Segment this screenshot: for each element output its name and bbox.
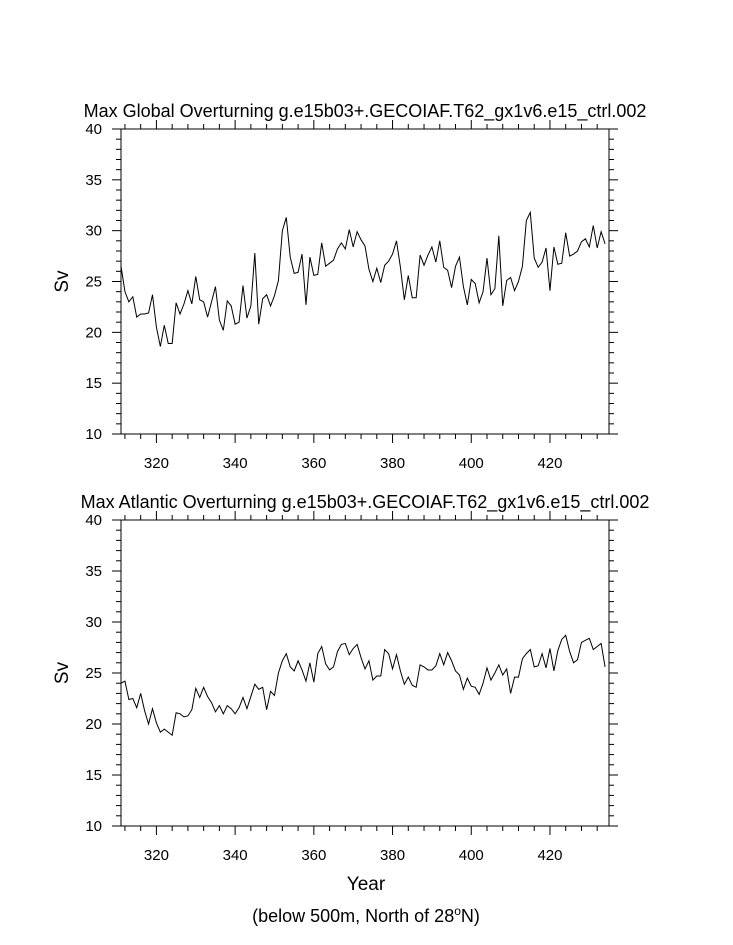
y-tick-label: 15 (85, 767, 102, 784)
y-tick-label: 15 (85, 375, 102, 392)
footnote: (below 500m, North of 28oN) (252, 904, 480, 926)
x-tick-label: 360 (301, 847, 326, 864)
x-tick-label: 320 (144, 455, 169, 472)
y-tick-label: 40 (85, 121, 102, 138)
x-tick-label: 320 (144, 847, 169, 864)
plot-frame (120, 128, 610, 435)
y-tick-label: 35 (85, 172, 102, 189)
x-axis-label: Year (347, 874, 386, 895)
x-tick-label: 420 (537, 847, 562, 864)
x-tick-label: 340 (223, 455, 248, 472)
y-tick-label: 30 (85, 223, 102, 240)
x-tick-label: 340 (223, 847, 248, 864)
y-tick-label: 35 (85, 563, 102, 580)
y-axis-label: Sv (52, 270, 73, 293)
global-overturning-panel: Max Global Overturning g.e15b03+.GECOIAF… (52, 101, 646, 472)
x-tick-label: 360 (301, 455, 326, 472)
chart-title: Max Global Overturning g.e15b03+.GECOIAF… (84, 101, 647, 122)
plot-frame (120, 519, 610, 827)
y-tick-label: 25 (85, 665, 102, 682)
y-tick-label: 20 (85, 716, 102, 733)
y-tick-label: 40 (85, 512, 102, 529)
y-tick-label: 30 (85, 614, 102, 631)
x-tick-label: 400 (459, 455, 484, 472)
x-tick-label: 400 (459, 847, 484, 864)
atlantic-overturning-panel: Max Atlantic Overturning g.e15b03+.GECOI… (52, 492, 649, 864)
y-tick-label: 20 (85, 324, 102, 341)
x-tick-label: 420 (537, 455, 562, 472)
x-tick-label: 380 (380, 455, 405, 472)
y-tick-label: 10 (85, 818, 102, 835)
y-axis-label: Sv (52, 661, 73, 684)
series-line (120, 210, 606, 347)
chart-title: Max Atlantic Overturning g.e15b03+.GECOI… (81, 492, 650, 513)
series-line (120, 634, 606, 737)
x-tick-label: 380 (380, 847, 405, 864)
y-tick-label: 10 (85, 426, 102, 443)
y-tick-label: 25 (85, 274, 102, 291)
